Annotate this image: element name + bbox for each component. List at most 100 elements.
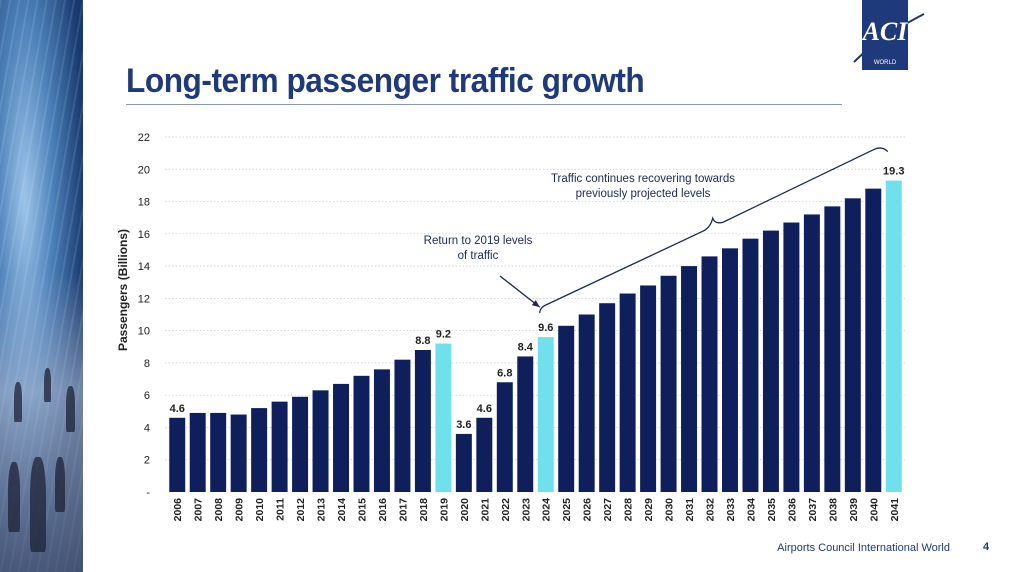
x-tick-label: 2029 bbox=[643, 498, 655, 522]
x-tick-label: 2036 bbox=[786, 498, 798, 522]
x-tick-label: 2014 bbox=[336, 498, 348, 522]
logo-text: ACI bbox=[861, 17, 909, 46]
bar-2028 bbox=[619, 293, 636, 492]
x-tick-label: 2023 bbox=[520, 498, 532, 522]
y-axis-label: Passengers (Billions) bbox=[116, 229, 130, 351]
bar-2032 bbox=[701, 256, 718, 492]
data-label-2020: 3.6 bbox=[456, 419, 471, 431]
data-label-2024: 9.6 bbox=[538, 322, 553, 334]
y-tick-label: 22 bbox=[138, 132, 150, 144]
person-silhouette bbox=[30, 457, 46, 552]
annotation-line: previously projected levels bbox=[576, 188, 711, 200]
x-tick-label: 2009 bbox=[234, 498, 246, 522]
bar-2011 bbox=[271, 401, 288, 492]
x-tick-label: 2020 bbox=[459, 498, 471, 522]
y-tick-label: 4 bbox=[144, 422, 150, 434]
x-tick-label: 2022 bbox=[500, 498, 512, 522]
y-tick-label: 20 bbox=[138, 164, 150, 176]
person-silhouette bbox=[44, 368, 51, 402]
bar-2020 bbox=[455, 433, 472, 492]
bar-2017 bbox=[394, 359, 411, 492]
bar-2009 bbox=[230, 414, 247, 492]
bar-2012 bbox=[292, 396, 309, 492]
bar-2015 bbox=[353, 375, 370, 492]
x-tick-label: 2035 bbox=[766, 498, 778, 522]
y-tick-label: 2 bbox=[144, 455, 150, 467]
bar-2041 bbox=[885, 180, 902, 492]
bar-2034 bbox=[742, 238, 759, 492]
background-photo bbox=[0, 0, 83, 572]
bar-2026 bbox=[578, 314, 595, 492]
x-tick-label: 2011 bbox=[275, 498, 287, 521]
bar-2023 bbox=[517, 356, 534, 492]
annotation-line: Return to 2019 levels bbox=[424, 235, 533, 247]
data-label-2023: 8.4 bbox=[518, 341, 534, 353]
bar-2038 bbox=[824, 206, 841, 493]
bar-2027 bbox=[599, 303, 616, 492]
x-axis-ticks: 2006 2007 2008 2009 2010 2011 2012 2013 2014 2015… bbox=[172, 498, 901, 522]
bar-2022 bbox=[496, 382, 513, 492]
bar-2006 bbox=[169, 417, 186, 492]
x-tick-label: 2016 bbox=[377, 498, 389, 522]
bar-2025 bbox=[558, 325, 575, 492]
data-labels: 4.6 8.8 9.2 3.6 4.6 6.8 8.4 9.6 19.3 bbox=[170, 166, 905, 431]
data-label-2021: 4.6 bbox=[477, 403, 492, 415]
x-tick-label: 2032 bbox=[705, 498, 717, 522]
bar-2039 bbox=[844, 198, 861, 492]
x-tick-label: 2012 bbox=[295, 498, 307, 522]
aci-world-logo: ACI WORLD bbox=[853, 0, 925, 70]
x-tick-label: 2007 bbox=[193, 498, 205, 522]
y-tick-label: 18 bbox=[138, 197, 150, 209]
bar-2008 bbox=[210, 412, 227, 492]
x-tick-label: 2008 bbox=[213, 498, 225, 522]
bar-2030 bbox=[660, 275, 677, 492]
person-silhouette bbox=[14, 382, 22, 422]
x-tick-label: 2006 bbox=[172, 498, 184, 522]
y-axis-ticks: - 2 4 6 8 10 12 14 16 18 20 22 bbox=[138, 132, 151, 499]
bar-2018 bbox=[414, 350, 431, 492]
bar-2019 bbox=[435, 343, 452, 492]
x-tick-label: 2037 bbox=[807, 498, 819, 522]
data-label-2019: 9.2 bbox=[436, 329, 451, 341]
annotation-line: Traffic continues recovering towards bbox=[551, 173, 735, 185]
page-title: Long-term passenger traffic growth bbox=[126, 62, 645, 100]
data-label-2018: 8.8 bbox=[415, 335, 430, 347]
x-tick-label: 2030 bbox=[664, 498, 676, 522]
footer-text: Airports Council International World bbox=[777, 542, 950, 554]
x-tick-label: 2025 bbox=[561, 498, 573, 522]
x-tick-label: 2013 bbox=[316, 498, 328, 522]
annotation-arrow bbox=[499, 275, 541, 308]
y-tick-label: 14 bbox=[138, 261, 150, 273]
data-label-2006: 4.6 bbox=[170, 403, 185, 415]
x-tick-label: 2041 bbox=[889, 498, 901, 522]
title-divider bbox=[126, 104, 842, 105]
bar-2013 bbox=[312, 390, 329, 492]
x-tick-label: 2031 bbox=[684, 498, 696, 522]
y-tick-label: 10 bbox=[138, 326, 150, 338]
bar-2014 bbox=[333, 383, 349, 492]
annotation-return-2019: Return to 2019 levels of traffic bbox=[424, 235, 533, 262]
bar-2021 bbox=[476, 417, 493, 492]
annotation-line: of traffic bbox=[458, 250, 499, 262]
bar-2031 bbox=[681, 266, 698, 492]
x-tick-label: 2038 bbox=[827, 498, 839, 522]
arrow-head bbox=[531, 300, 540, 308]
person-silhouette bbox=[66, 386, 75, 432]
x-tick-label: 2010 bbox=[254, 498, 266, 522]
x-tick-label: 2021 bbox=[479, 498, 491, 522]
annotation-recovery: Traffic continues recovering towards prev… bbox=[551, 173, 735, 200]
x-tick-label: 2019 bbox=[438, 498, 450, 522]
data-label-2022: 6.8 bbox=[497, 367, 512, 379]
x-tick-label: 2024 bbox=[541, 498, 553, 522]
bar-2035 bbox=[762, 230, 779, 492]
bar-2029 bbox=[640, 285, 657, 492]
x-tick-label: 2017 bbox=[397, 498, 409, 522]
annotation-brace bbox=[539, 147, 889, 314]
bar-2016 bbox=[373, 369, 390, 492]
x-tick-label: 2034 bbox=[745, 498, 757, 522]
x-tick-label: 2040 bbox=[868, 498, 880, 522]
y-tick-label: 12 bbox=[138, 293, 150, 305]
y-tick-label: 6 bbox=[144, 390, 150, 402]
bar-2037 bbox=[803, 214, 820, 493]
